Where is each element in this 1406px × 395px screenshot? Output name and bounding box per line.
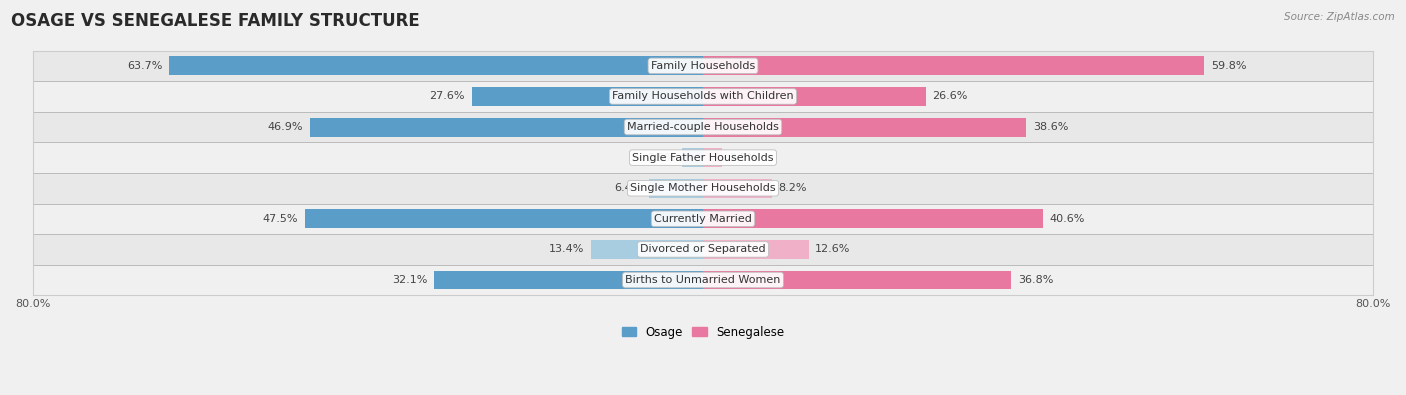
- Bar: [650, 179, 703, 198]
- Text: 12.6%: 12.6%: [815, 245, 851, 254]
- Text: Family Households: Family Households: [651, 61, 755, 71]
- Text: 59.8%: 59.8%: [1211, 61, 1246, 71]
- Text: 36.8%: 36.8%: [1018, 275, 1053, 285]
- Text: 2.5%: 2.5%: [647, 152, 675, 163]
- Bar: [703, 209, 1043, 228]
- Bar: [434, 271, 703, 290]
- Bar: [703, 56, 1204, 75]
- Text: Source: ZipAtlas.com: Source: ZipAtlas.com: [1284, 12, 1395, 22]
- Bar: [32, 234, 1374, 265]
- Text: Births to Unmarried Women: Births to Unmarried Women: [626, 275, 780, 285]
- Bar: [703, 179, 772, 198]
- Text: Married-couple Households: Married-couple Households: [627, 122, 779, 132]
- Bar: [703, 118, 1026, 137]
- Bar: [703, 271, 1011, 290]
- Text: 8.2%: 8.2%: [779, 183, 807, 193]
- Bar: [703, 87, 927, 106]
- Bar: [472, 87, 703, 106]
- Bar: [311, 118, 703, 137]
- Text: 40.6%: 40.6%: [1050, 214, 1085, 224]
- Bar: [703, 240, 808, 259]
- Text: 47.5%: 47.5%: [263, 214, 298, 224]
- Legend: Osage, Senegalese: Osage, Senegalese: [617, 321, 789, 343]
- Bar: [32, 142, 1374, 173]
- Bar: [305, 209, 703, 228]
- Bar: [32, 173, 1374, 203]
- Text: Family Households with Children: Family Households with Children: [612, 91, 794, 102]
- Bar: [32, 112, 1374, 142]
- Text: 32.1%: 32.1%: [392, 275, 427, 285]
- Text: 26.6%: 26.6%: [932, 91, 967, 102]
- Text: Divorced or Separated: Divorced or Separated: [640, 245, 766, 254]
- Bar: [591, 240, 703, 259]
- Text: 38.6%: 38.6%: [1033, 122, 1069, 132]
- Text: 46.9%: 46.9%: [267, 122, 304, 132]
- Bar: [32, 81, 1374, 112]
- Text: Single Father Households: Single Father Households: [633, 152, 773, 163]
- Bar: [703, 148, 723, 167]
- Bar: [32, 203, 1374, 234]
- Bar: [169, 56, 703, 75]
- Bar: [682, 148, 703, 167]
- Text: 27.6%: 27.6%: [430, 91, 465, 102]
- Bar: [32, 265, 1374, 295]
- Text: 2.3%: 2.3%: [728, 152, 758, 163]
- Bar: [32, 51, 1374, 81]
- Text: OSAGE VS SENEGALESE FAMILY STRUCTURE: OSAGE VS SENEGALESE FAMILY STRUCTURE: [11, 12, 420, 30]
- Text: 13.4%: 13.4%: [548, 245, 583, 254]
- Text: Single Mother Households: Single Mother Households: [630, 183, 776, 193]
- Text: 63.7%: 63.7%: [127, 61, 163, 71]
- Text: 6.4%: 6.4%: [614, 183, 643, 193]
- Text: Currently Married: Currently Married: [654, 214, 752, 224]
